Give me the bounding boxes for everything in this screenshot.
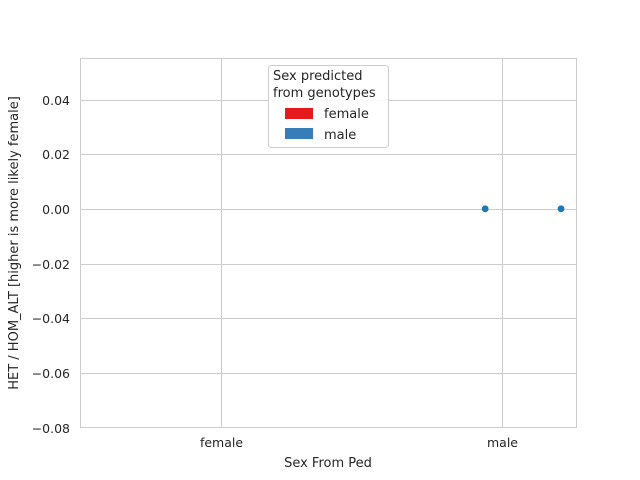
legend-label-male: male xyxy=(324,128,356,143)
legend-swatch-female xyxy=(285,108,313,119)
plot-frame xyxy=(80,58,577,428)
y-tick-label: −0.04 xyxy=(32,311,70,326)
legend-title-line-1: Sex predicted xyxy=(273,69,363,84)
x-tick-label-female: female xyxy=(200,435,243,450)
y-tick-label: −0.02 xyxy=(32,257,70,272)
y-tick-label: 0.04 xyxy=(42,93,70,108)
y-tick-label: 0.02 xyxy=(42,147,70,162)
x-tick-labels: female male xyxy=(200,435,518,450)
legend-swatch-male xyxy=(285,128,313,139)
legend-box xyxy=(268,65,389,148)
legend: Sex predicted from genotypes female male xyxy=(268,65,389,148)
grid xyxy=(80,58,577,428)
y-tick-labels: 0.04 0.02 0.00 −0.02 −0.04 −0.06 −0.08 xyxy=(32,93,70,436)
data-point-male xyxy=(481,205,489,213)
x-tick-label-male: male xyxy=(487,435,518,450)
legend-title-line-2: from genotypes xyxy=(273,86,376,101)
y-tick-label: −0.06 xyxy=(32,366,70,381)
data-point-male xyxy=(557,205,565,213)
y-tick-label: 0.00 xyxy=(42,202,70,217)
legend-label-female: female xyxy=(324,107,369,122)
y-tick-label: −0.08 xyxy=(32,421,70,436)
y-axis-label: HET / HOM_ALT [higher is more likely fem… xyxy=(7,96,22,390)
data-points xyxy=(481,205,565,213)
x-axis-label: Sex From Ped xyxy=(284,456,372,471)
